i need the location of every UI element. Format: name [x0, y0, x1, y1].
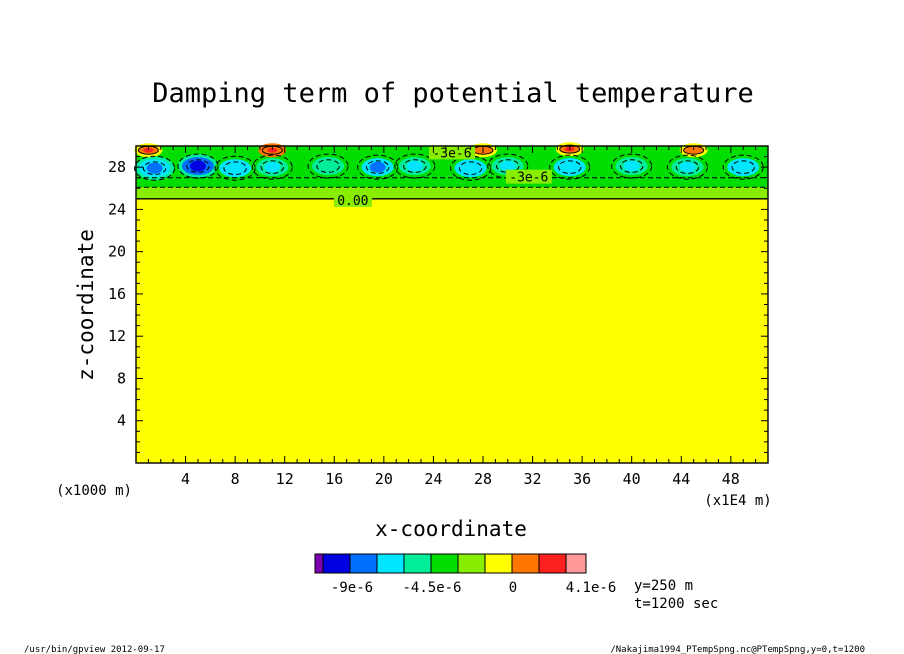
contour-line: [251, 154, 293, 180]
y-tick-label: 8: [117, 369, 126, 387]
x-tick-label: 16: [325, 470, 343, 488]
contour-line: [260, 160, 285, 174]
contour-line: [558, 160, 582, 174]
anomaly-core: [146, 162, 163, 174]
colorbar-swatch: [349, 553, 378, 574]
contour-line: [177, 153, 219, 179]
contour-lines: [134, 144, 768, 200]
y-tick-label: 4: [117, 412, 126, 430]
contour-label-bg: [505, 169, 552, 184]
colorbar-swatch: [511, 553, 540, 574]
contour-line: [458, 161, 483, 175]
anomaly-core: [499, 160, 516, 172]
anomaly-core: [561, 161, 578, 173]
anomaly-core: [735, 161, 752, 173]
x-tick-label: 32: [524, 470, 542, 488]
x-axis: 4 8 12 16 20 24 28 32 36 40 44 48: [147, 146, 757, 488]
x-tick-label: 8: [231, 470, 240, 488]
contour-line: [731, 160, 755, 174]
anomaly-core: [189, 160, 206, 172]
x-tick-label: 24: [424, 470, 442, 488]
contour-line: [619, 159, 644, 173]
y-tick-label: 12: [108, 327, 126, 345]
x-tick-label: 48: [722, 470, 740, 488]
contour-label-group: 0.00 -3e-6 -3e-6: [333, 145, 552, 209]
colorbar-swatch: [565, 553, 587, 574]
y-axis: 4 8 12 16 20 24 28: [108, 156, 768, 453]
colorbar-labels: -9e-6 -4.5e-6 0 4.1e-6: [331, 580, 616, 596]
colorbar-swatch: [457, 553, 486, 574]
contour-line: [316, 159, 340, 173]
anomaly-core: [688, 147, 699, 153]
anomaly-core: [462, 162, 479, 174]
contour-label-bg: [333, 192, 372, 207]
contour-line: [611, 153, 653, 179]
x-tick-label: 40: [623, 470, 641, 488]
anomaly-core: [267, 147, 278, 153]
contour-line: [549, 154, 591, 180]
contour-line: [666, 154, 708, 180]
colorbar-swatch: [484, 553, 513, 574]
x-axis-label: x-coordinate: [375, 517, 527, 541]
contour-label-bg: [429, 145, 475, 160]
y-tick-label: 16: [108, 285, 126, 303]
x-tick-label: 12: [276, 470, 294, 488]
x-tick-label: 4: [181, 470, 190, 488]
anomaly-core: [264, 161, 281, 173]
anomaly-core: [320, 160, 337, 172]
x-tick-label: 28: [474, 470, 492, 488]
footer-left: /usr/bin/gpview 2012-09-17: [24, 645, 165, 654]
contour-line: [214, 155, 256, 181]
y-tick-label: 20: [108, 243, 126, 261]
colorbar-tick-label: -4.5e-6: [402, 580, 461, 596]
contour-line: [186, 159, 210, 173]
anomaly-core: [143, 147, 154, 153]
contour-line: [134, 155, 176, 181]
y-tick-label: 28: [108, 158, 126, 176]
contour-line: [365, 160, 390, 174]
anomaly-core: [227, 162, 244, 174]
colorbar-tick-label: 4.1e-6: [566, 580, 617, 596]
x-scale-note: (x1E4 m): [704, 493, 771, 509]
contour-line: [357, 154, 399, 180]
colorbar-swatch: [322, 553, 351, 574]
colorbar-tick-label: 0: [509, 580, 517, 596]
contour-line: [403, 159, 427, 173]
y-axis-label: z-coordinate: [74, 229, 98, 381]
anomaly-core: [623, 160, 640, 172]
plot-area: 0.00 -3e-6 -3e-6: [134, 142, 769, 464]
colorbar-swatch: [538, 553, 567, 574]
y-tick-label: 24: [108, 200, 126, 218]
colorbar-tick-label: -9e-6: [331, 580, 373, 596]
footer-right: /Nakajima1994_PTempSpng.nc@PTempSpng,y=0…: [610, 645, 865, 654]
colorbar: [314, 553, 587, 574]
y-position-note: y=250 m: [634, 578, 693, 594]
contour-line: [142, 161, 167, 175]
colorbar-swatch: [403, 553, 432, 574]
x-tick-label: 20: [375, 470, 393, 488]
contour-line: [496, 159, 520, 173]
contour-label: 0.00: [337, 194, 368, 209]
colorbar-swatch: [314, 553, 324, 574]
colorbar-swatch: [376, 553, 405, 574]
contour-line: [223, 161, 247, 175]
colorbar-swatch: [430, 553, 459, 574]
x-tick-label: 44: [672, 470, 690, 488]
anomaly-core: [406, 160, 423, 172]
contour-line: [559, 144, 581, 154]
contour-line: [394, 153, 436, 179]
contour-line: [675, 160, 700, 174]
contour-label: -3e-6: [432, 146, 471, 161]
y-scale-note: (x1000 m): [56, 483, 132, 499]
anomaly-core: [679, 161, 696, 173]
anomaly-core: [369, 161, 386, 173]
x-tick-label: 36: [573, 470, 591, 488]
chart-title: Damping term of potential temperature: [152, 78, 753, 109]
contour-label: -3e-6: [509, 171, 548, 186]
time-note: t=1200 sec: [634, 596, 718, 612]
